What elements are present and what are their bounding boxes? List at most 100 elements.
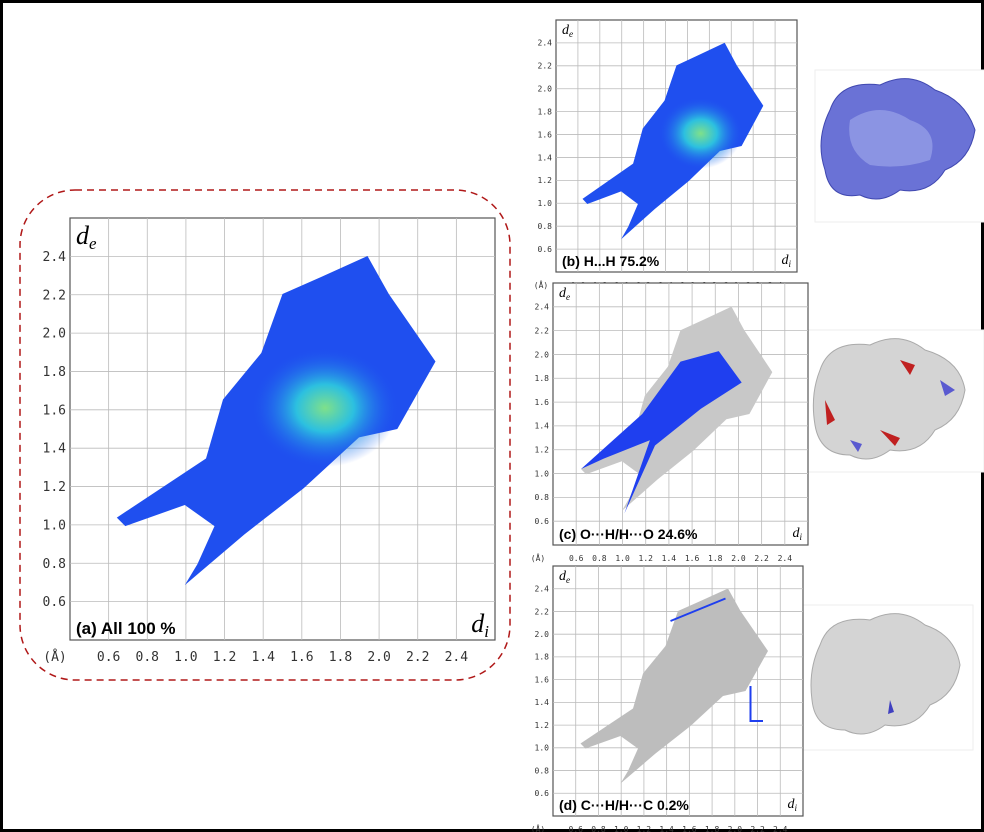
y-axis-symbol: d: [76, 221, 90, 250]
y-tick-label: 1.2: [535, 446, 550, 455]
x-tick-label: 0.6: [97, 650, 120, 665]
y-axis-label: de: [559, 569, 570, 585]
y-axis-subscript: e: [89, 234, 97, 253]
y-tick-label: 1.4: [535, 698, 550, 707]
y-tick-label: 2.4: [535, 585, 550, 594]
x-axis-symbol: d: [781, 253, 789, 268]
y-axis-label: de: [559, 286, 570, 302]
y-axis-symbol: d: [559, 569, 567, 584]
density-core: [252, 348, 398, 467]
x-tick-label: 2.4: [773, 825, 788, 832]
y-tick-label: 2.4: [535, 303, 550, 312]
y-tick-label: 0.6: [538, 245, 553, 254]
y-axis-subscript: e: [566, 575, 570, 585]
fingerprint-plot: 0.6 0.8 1.0 1.2 1.4 1.6 1.8 2.0 2.2 2.4 0.6 0.8 1.0 1…: [531, 565, 804, 832]
y-tick-label: 0.8: [535, 493, 550, 502]
caption: (a) All 100 %: [76, 619, 176, 638]
y-tick-label: 2.4: [538, 39, 553, 48]
x-tick-label: 1.0: [615, 554, 630, 563]
y-tick-label: 1.8: [535, 653, 550, 662]
x-axis-symbol: d: [787, 797, 795, 812]
x-tick-label: 2.2: [750, 825, 765, 832]
x-tick-label: 2.2: [406, 650, 429, 665]
y-axis-label: de: [562, 23, 573, 39]
x-tick-label: 1.2: [637, 825, 652, 832]
x-tick-label: 2.4: [445, 650, 469, 665]
y-axis-subscript: e: [569, 29, 573, 39]
y-tick-label: 2.0: [538, 85, 553, 94]
y-tick-label: 2.2: [535, 326, 550, 335]
y-tick-label: 0.6: [535, 789, 550, 798]
x-axis-label: di: [781, 253, 791, 269]
density-core: [659, 98, 742, 169]
unit-label: (Å): [534, 279, 548, 290]
y-axis-label: de: [76, 221, 97, 253]
y-tick-label: 1.4: [535, 422, 550, 431]
y-tick-label: 1.0: [535, 744, 550, 753]
y-tick-label: 1.0: [535, 469, 550, 478]
x-tick-label: 1.2: [213, 650, 236, 665]
x-tick-label: 1.6: [290, 650, 313, 665]
y-tick-label: 0.8: [535, 766, 550, 775]
y-tick-label: 1.2: [538, 176, 553, 185]
y-tick-label: 2.0: [535, 350, 550, 359]
x-tick-label: 1.2: [639, 554, 654, 563]
caption: (c) O···H/H···O 24.6%: [559, 526, 698, 542]
x-axis-subscript: i: [799, 532, 802, 542]
x-tick-label: 0.8: [591, 825, 606, 832]
x-tick-label: 1.6: [685, 554, 700, 563]
y-axis-symbol: d: [562, 23, 570, 38]
y-tick-label: 1.6: [535, 675, 550, 684]
contact-points: [670, 597, 763, 722]
x-tick-label: 0.6: [569, 554, 584, 563]
x-tick-label: 2.4: [778, 554, 793, 563]
y-tick-label: 1.8: [43, 365, 66, 380]
x-tick-label: 1.4: [659, 825, 674, 832]
x-axis-symbol: d: [792, 526, 800, 541]
y-tick-label: 0.8: [538, 222, 553, 231]
x-tick-label: 1.0: [174, 650, 197, 665]
y-tick-label: 0.6: [43, 595, 66, 610]
x-axis-symbol: d: [471, 609, 485, 638]
unit-label: (Å): [43, 649, 66, 665]
x-tick-label: 0.8: [136, 650, 159, 665]
unit-label: (Å): [531, 823, 545, 832]
x-tick-label: 2.0: [728, 825, 743, 832]
y-tick-label: 1.8: [538, 107, 553, 116]
y-tick-label: 2.0: [43, 327, 66, 342]
y-tick-label: 2.2: [535, 607, 550, 616]
fingerprint-plot: 0.60.81.01.21.41.61.82.02.22.40.60.81.01…: [534, 19, 798, 290]
x-axis-subscript: i: [484, 622, 489, 641]
y-tick-label: 1.6: [43, 403, 66, 418]
y-tick-label: 1.0: [43, 518, 66, 533]
y-tick-label: 2.2: [538, 62, 553, 71]
y-tick-label: 1.6: [538, 130, 553, 139]
highlight-frame: [19, 189, 511, 681]
unit-label: (Å): [531, 552, 545, 563]
x-tick-label: 0.6: [569, 825, 584, 832]
y-tick-label: 1.4: [43, 442, 67, 457]
y-tick-label: 0.8: [43, 557, 66, 572]
x-tick-label: 1.8: [329, 650, 352, 665]
x-tick-label: 0.8: [592, 554, 607, 563]
x-axis-subscript: i: [794, 803, 797, 813]
x-tick-label: 1.8: [705, 825, 720, 832]
y-tick-label: 2.2: [43, 288, 66, 303]
x-axis-label: di: [792, 526, 802, 542]
y-tick-label: 2.4: [43, 250, 67, 265]
fingerprint-cloud: [580, 588, 768, 784]
x-tick-label: 1.4: [251, 650, 275, 665]
x-tick-label: 2.0: [731, 554, 746, 563]
x-tick-label: 1.0: [614, 825, 629, 832]
x-tick-label: 2.0: [367, 650, 390, 665]
y-tick-label: 1.2: [43, 480, 66, 495]
molecule-d: [802, 604, 974, 751]
caption: (b) H...H 75.2%: [562, 253, 660, 269]
caption: (d) C···H/H···C 0.2%: [559, 797, 689, 813]
fingerprint-cloud: [581, 351, 742, 514]
x-axis-label: di: [787, 797, 797, 813]
molecule-b: [814, 69, 984, 223]
x-axis-subscript: i: [788, 259, 791, 269]
